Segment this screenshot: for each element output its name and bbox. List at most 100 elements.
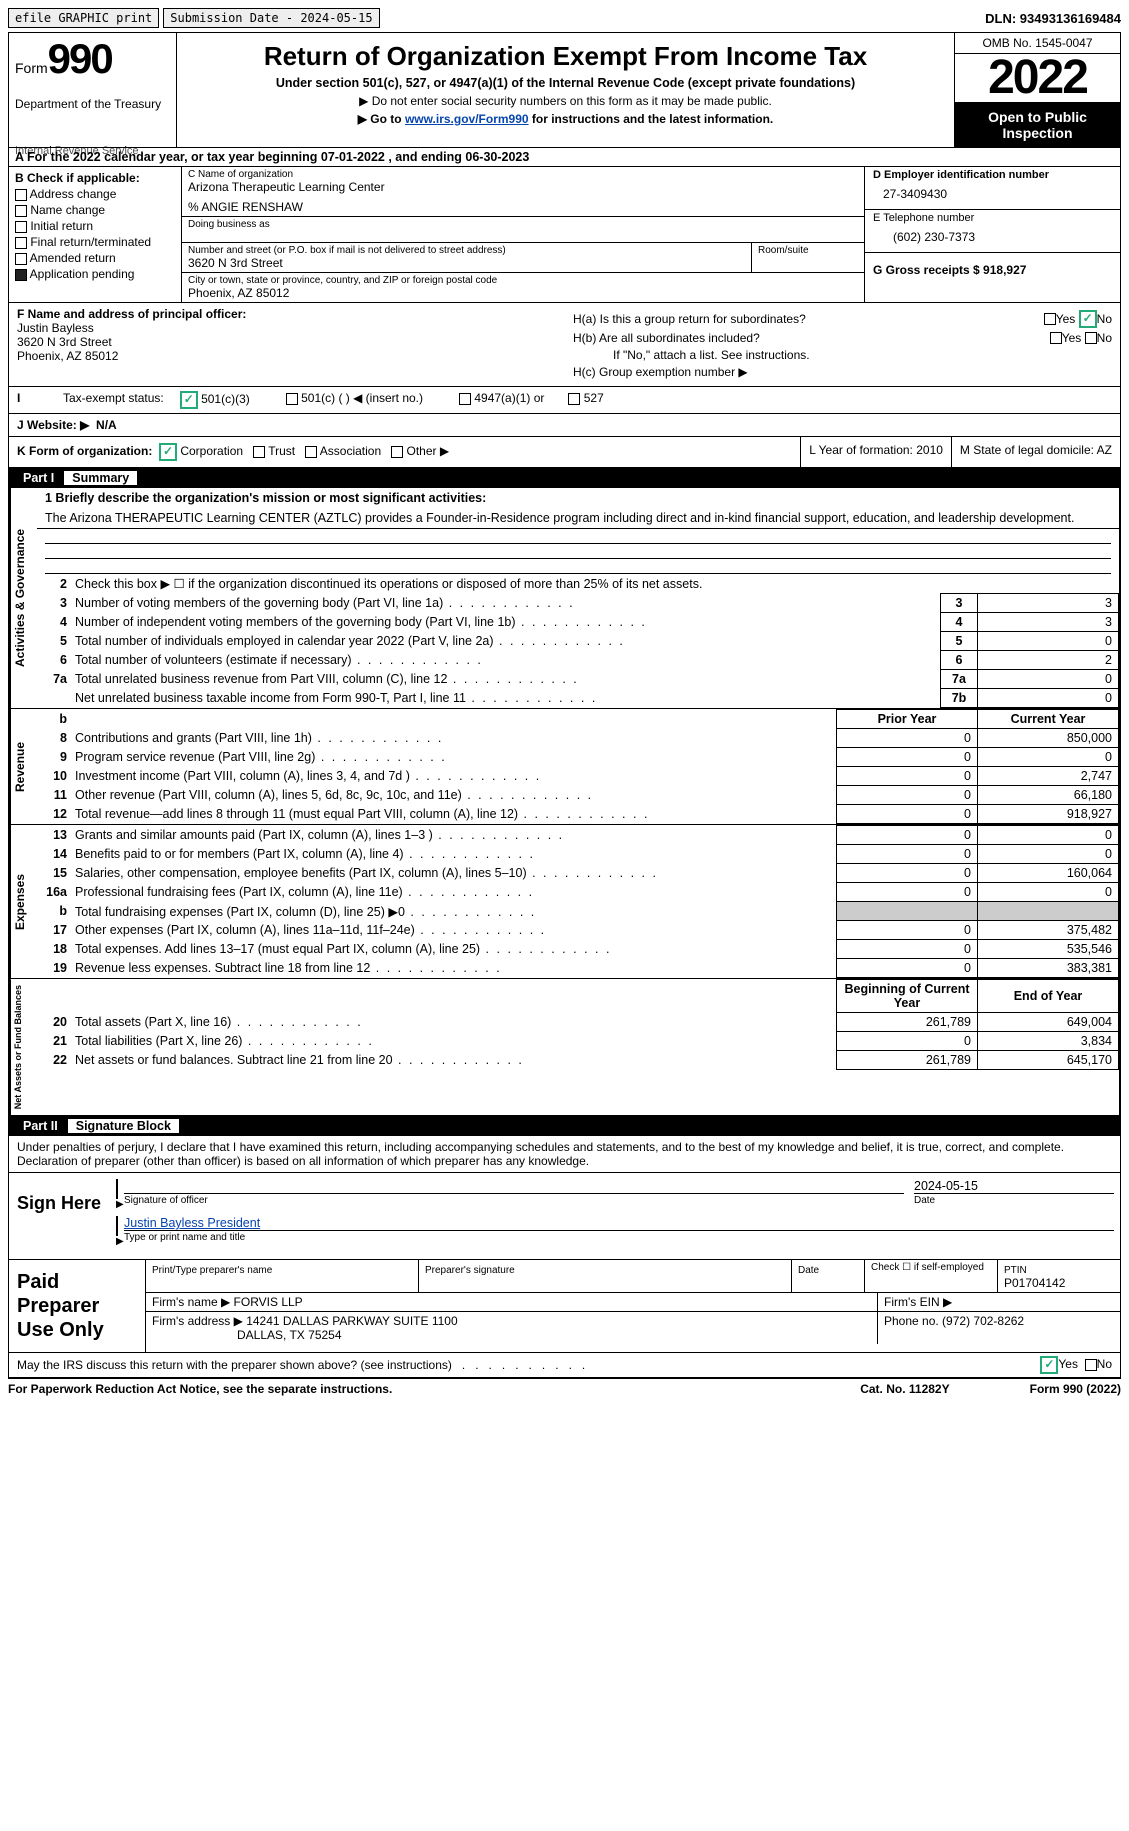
form-label: Form xyxy=(15,60,48,76)
ein-lbl: D Employer identification number xyxy=(873,169,1112,181)
data-row: 20Total assets (Part X, line 16)261,7896… xyxy=(37,1013,1119,1032)
website-lbl: J Website: ▶ xyxy=(17,418,89,432)
f-lbl: F Name and address of principal officer: xyxy=(17,307,557,321)
irs-discuss: May the IRS discuss this return with the… xyxy=(17,1358,452,1372)
instr-ssn: ▶ Do not enter social security numbers o… xyxy=(185,94,946,108)
header-mid: Return of Organization Exempt From Incom… xyxy=(177,33,954,147)
data-row: 17Other expenses (Part IX, column (A), l… xyxy=(37,921,1119,940)
sig-officer-lbl: Signature of officer xyxy=(124,1193,904,1206)
chk-assoc[interactable] xyxy=(305,446,317,458)
chk-4947[interactable] xyxy=(459,393,471,405)
line2: Check this box ▶ ☐ if the organization d… xyxy=(71,574,1119,593)
data-row: 10Investment income (Part VIII, column (… xyxy=(37,767,1119,786)
chk-name-change[interactable]: Name change xyxy=(15,203,175,217)
side-revenue: Revenue xyxy=(10,709,37,824)
chk-addr-change[interactable]: Address change xyxy=(15,187,175,201)
form-subtitle: Under section 501(c), 527, or 4947(a)(1)… xyxy=(185,76,946,90)
side-governance: Activities & Governance xyxy=(10,488,37,708)
data-row: 11Other revenue (Part VIII, column (A), … xyxy=(37,786,1119,805)
officer-signed[interactable]: Justin Bayless President xyxy=(124,1216,260,1230)
paperwork-notice: For Paperwork Reduction Act Notice, see … xyxy=(8,1382,860,1396)
data-row: 14Benefits paid to or for members (Part … xyxy=(37,845,1119,864)
chk-trust[interactable] xyxy=(253,446,265,458)
officer-addr: 3620 N 3rd Street xyxy=(17,335,557,349)
firm-phone: Phone no. (972) 702-8262 xyxy=(878,1312,1120,1344)
data-row: 21Total liabilities (Part X, line 26)03,… xyxy=(37,1032,1119,1051)
chk-other[interactable] xyxy=(391,446,403,458)
firm-name: Firm's name ▶ FORVIS LLP xyxy=(146,1293,878,1311)
data-row: bTotal fundraising expenses (Part IX, co… xyxy=(37,902,1119,921)
firm-addr2: DALLAS, TX 75254 xyxy=(152,1328,342,1342)
data-row: 15Salaries, other compensation, employee… xyxy=(37,864,1119,883)
dept-treasury: Department of the Treasury xyxy=(15,97,170,111)
chk-final[interactable]: Final return/terminated xyxy=(15,235,175,249)
data-row: 18Total expenses. Add lines 13–17 (must … xyxy=(37,940,1119,959)
header-left: Form990 Department of the Treasury Inter… xyxy=(9,33,177,147)
data-row: 6Total number of volunteers (estimate if… xyxy=(37,651,1119,670)
care-of: % ANGIE RENSHAW xyxy=(188,200,858,214)
officer-name: Justin Bayless xyxy=(17,321,557,335)
data-row: 5Total number of individuals employed in… xyxy=(37,632,1119,651)
ha-yes[interactable] xyxy=(1044,313,1056,325)
data-row: 4Number of independent voting members of… xyxy=(37,613,1119,632)
b-header: B Check if applicable: xyxy=(15,171,175,185)
website-val: N/A xyxy=(96,418,117,432)
row-a-period: A For the 2022 calendar year, or tax yea… xyxy=(9,148,1120,167)
data-row: 22Net assets or fund balances. Subtract … xyxy=(37,1051,1119,1070)
state-domicile: M State of legal domicile: AZ xyxy=(951,437,1120,467)
instr-goto: ▶ Go to www.irs.gov/Form990 for instruct… xyxy=(185,112,946,126)
city-addr: Phoenix, AZ 85012 xyxy=(188,286,858,300)
discuss-no[interactable] xyxy=(1085,1359,1097,1371)
sign-here: Sign Here xyxy=(9,1173,110,1259)
col-c-org: C Name of organization Arizona Therapeut… xyxy=(182,167,864,302)
chk-501c[interactable] xyxy=(286,393,298,405)
hdr-prior: Prior Year xyxy=(837,710,978,729)
data-row: 9Program service revenue (Part VIII, lin… xyxy=(37,748,1119,767)
discuss-yes[interactable]: ✓ xyxy=(1040,1356,1058,1374)
chk-amended[interactable]: Amended return xyxy=(15,251,175,265)
chk-initial[interactable]: Initial return xyxy=(15,219,175,233)
top-bar: efile GRAPHIC print Submission Date - 20… xyxy=(8,8,1121,28)
part1-header: Part ISummary xyxy=(9,468,1120,488)
col-d: D Employer identification number 27-3409… xyxy=(864,167,1120,302)
data-row: 13Grants and similar amounts paid (Part … xyxy=(37,826,1119,845)
hdr-curr: Current Year xyxy=(978,710,1119,729)
data-row: Net unrelated business taxable income fr… xyxy=(37,689,1119,708)
firm-addr1: Firm's address ▶ 14241 DALLAS PARKWAY SU… xyxy=(152,1314,458,1328)
form-990: Form990 Department of the Treasury Inter… xyxy=(8,32,1121,1378)
date-lbl: Date xyxy=(914,1193,1114,1206)
chk-corp[interactable]: ✓ xyxy=(159,443,177,461)
ha-no[interactable]: ✓ xyxy=(1079,310,1097,328)
org-name: Arizona Therapeutic Learning Center xyxy=(188,180,858,194)
addr-lbl: Number and street (or P.O. box if mail i… xyxy=(188,245,745,256)
cat-no: Cat. No. 11282Y xyxy=(860,1382,949,1396)
side-netassets: Net Assets or Fund Balances xyxy=(10,979,37,1115)
k-lbl: K Form of organization: xyxy=(17,444,152,458)
header-right: OMB No. 1545-0047 2022 Open to Public In… xyxy=(954,33,1120,147)
data-row: 19Revenue less expenses. Subtract line 1… xyxy=(37,959,1119,978)
sign-date: 2024-05-15 xyxy=(914,1179,1114,1193)
col-b-checkboxes: B Check if applicable: Address change Na… xyxy=(9,167,182,302)
col-h: H(a) Is this a group return for subordin… xyxy=(565,303,1120,386)
efile-button[interactable]: efile GRAPHIC print xyxy=(8,8,159,28)
data-row: 12Total revenue—add lines 8 through 11 (… xyxy=(37,805,1119,824)
chk-self-emp[interactable]: Check ☐ if self-employed xyxy=(865,1260,998,1292)
irs-link[interactable]: www.irs.gov/Form990 xyxy=(405,112,529,126)
chk-527[interactable] xyxy=(568,393,580,405)
part2-header: Part IISignature Block xyxy=(9,1116,1120,1136)
chk-pending[interactable]: Application pending xyxy=(15,267,175,281)
chk-501c3[interactable]: ✓ xyxy=(180,391,198,409)
data-row: 7aTotal unrelated business revenue from … xyxy=(37,670,1119,689)
name-title-lbl: Type or print name and title xyxy=(124,1230,1114,1243)
hb-yes[interactable] xyxy=(1050,332,1062,344)
form-footer: Form 990 (2022) xyxy=(1030,1382,1121,1396)
c-name-lbl: C Name of organization xyxy=(188,169,858,180)
tel-lbl: E Telephone number xyxy=(873,212,1112,224)
gross-receipts: G Gross receipts $ 918,927 xyxy=(873,263,1112,277)
form-title: Return of Organization Exempt From Incom… xyxy=(185,41,946,72)
hb-no[interactable] xyxy=(1085,332,1097,344)
form-number: 990 xyxy=(48,35,112,82)
data-row: 3Number of voting members of the governi… xyxy=(37,594,1119,613)
city-lbl: City or town, state or province, country… xyxy=(188,275,858,286)
declaration: Under penalties of perjury, I declare th… xyxy=(9,1136,1120,1172)
